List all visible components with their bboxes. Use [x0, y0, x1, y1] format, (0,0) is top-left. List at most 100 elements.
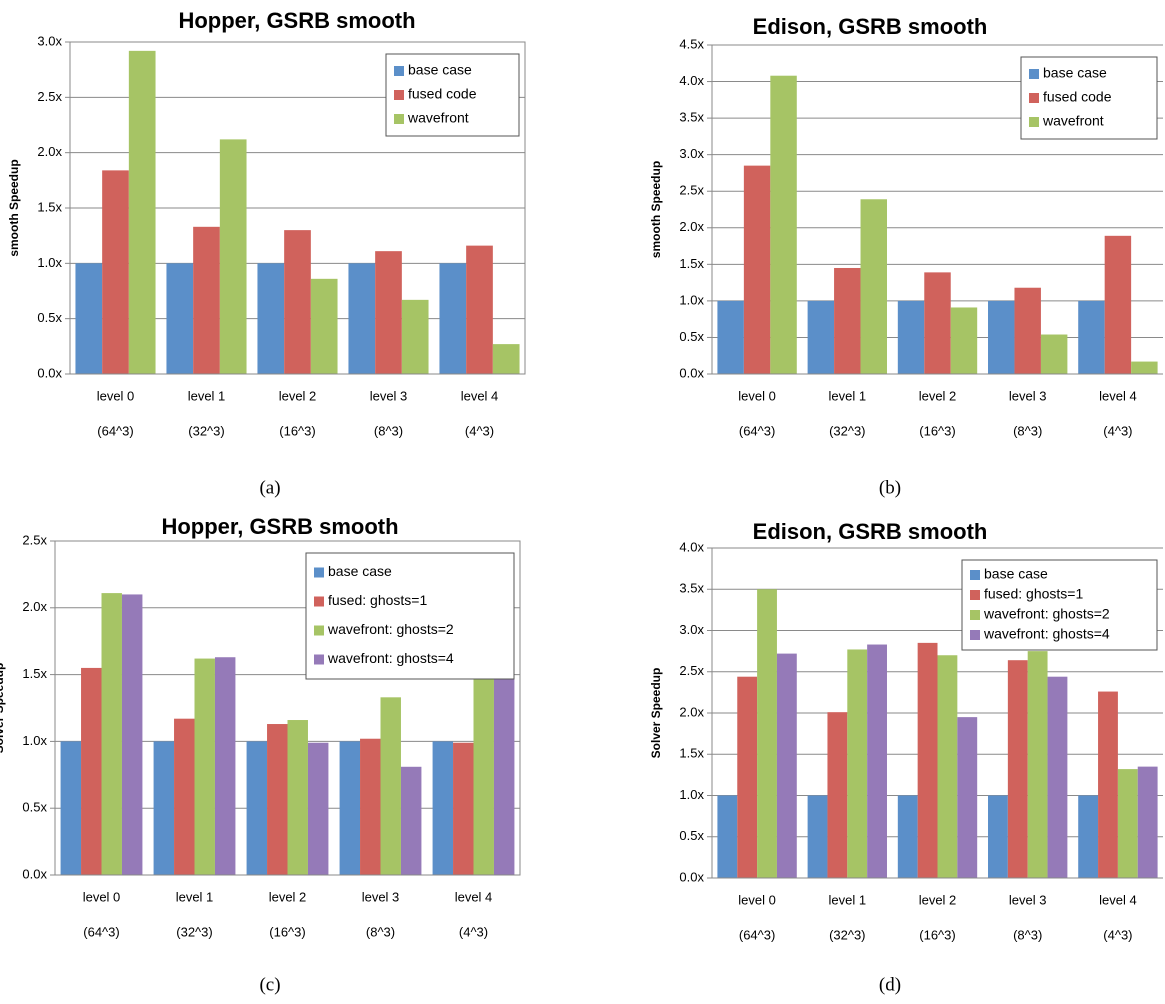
legend-swatch [394, 114, 404, 124]
bar [75, 263, 103, 374]
y-tick-label: 3.5x [679, 581, 704, 596]
legend: base case fused: ghosts=1 wavefront: ghost… [305, 552, 515, 680]
legend-label: base case [328, 563, 392, 579]
caption: (a) [259, 477, 280, 498]
x-tick-label: level 0 [738, 892, 776, 907]
y-tick-label: 3.0x [679, 146, 704, 161]
chart-panel: 0.0x 0.5x 1.0x 1.5x 2.0x 2.5x 3.0x 3.5x 4.0x 4.5x… [649, 14, 1163, 498]
bar [897, 795, 918, 878]
x-tick-label: level 1 [829, 388, 867, 403]
x-tick-label: level 0 [738, 388, 776, 403]
caption: (b) [879, 477, 901, 498]
bar [257, 263, 285, 374]
x-tick-label: level 2 [269, 889, 307, 904]
bar [988, 300, 1015, 374]
y-tick-label: 0.5x [679, 828, 704, 843]
y-axis-label: smooth Speedup [649, 161, 663, 258]
x-tick-label: level 0 [83, 889, 121, 904]
y-tick-label: 3.0x [679, 622, 704, 637]
y-tick-label: 4.0x [679, 539, 704, 554]
bar [988, 795, 1008, 878]
bar [380, 697, 401, 875]
y-tick-label: 2.5x [679, 663, 704, 678]
y-tick-label: 1.0x [679, 787, 704, 802]
bar [1027, 651, 1048, 878]
bar [1104, 235, 1132, 374]
bar [310, 278, 338, 374]
bar [1014, 287, 1041, 374]
x-tick-sublabel: (16^3) [269, 924, 305, 939]
bar [166, 263, 194, 374]
bar [439, 263, 467, 374]
x-tick-sublabel: (32^3) [829, 927, 865, 942]
chart-title: Hopper, GSRB smooth [161, 514, 398, 539]
x-tick-label: level 2 [919, 892, 957, 907]
bar [246, 741, 268, 875]
bar [847, 649, 868, 878]
x-tick-sublabel: (8^3) [366, 924, 395, 939]
bar [770, 75, 797, 374]
y-tick-label: 2.0x [22, 599, 47, 614]
x-tick-label: level 2 [919, 388, 957, 403]
legend-label: fused code [1043, 89, 1112, 105]
legend-swatch [970, 570, 980, 580]
legend-label: fused code [408, 86, 477, 102]
x-tick-sublabel: (4^3) [459, 924, 488, 939]
x-tick-sublabel: (8^3) [1013, 927, 1042, 942]
x-tick-sublabel: (32^3) [176, 924, 212, 939]
bar [174, 718, 195, 875]
x-tick-label: level 3 [1009, 388, 1047, 403]
x-tick-sublabel: (32^3) [188, 423, 224, 438]
x-tick-sublabel: (64^3) [739, 423, 775, 438]
y-tick-label: 2.5x [679, 183, 704, 198]
legend-swatch [970, 590, 980, 600]
bar [957, 717, 978, 878]
y-axis-label: smooth Speedup [7, 159, 21, 256]
bar [743, 165, 771, 374]
bar [757, 589, 777, 878]
bar [81, 667, 102, 875]
bar [492, 344, 520, 374]
legend-label: wavefront: ghosts=4 [983, 626, 1110, 642]
legend-swatch [970, 630, 980, 640]
bar [950, 307, 978, 374]
legend-swatch [1029, 69, 1039, 79]
bar [867, 644, 887, 878]
x-tick-label: level 1 [829, 892, 867, 907]
x-tick-label: level 4 [455, 889, 493, 904]
y-tick-label: 4.5x [679, 36, 704, 51]
x-tick-label: level 3 [1009, 892, 1047, 907]
x-tick-sublabel: (16^3) [919, 927, 955, 942]
bar [717, 300, 744, 374]
bar [284, 230, 311, 374]
y-tick-label: 1.0x [679, 292, 704, 307]
bar [1040, 334, 1068, 374]
bar [307, 742, 329, 875]
legend-swatch [1029, 117, 1039, 127]
bar [360, 738, 381, 875]
legend-swatch [314, 596, 324, 607]
legend-label: wavefront: ghosts=2 [983, 606, 1110, 622]
legend-label: base case [1043, 65, 1107, 81]
bar [1047, 676, 1068, 878]
x-tick-sublabel: (32^3) [829, 423, 865, 438]
legend-swatch [970, 610, 980, 620]
x-tick-label: level 1 [176, 889, 214, 904]
y-tick-label: 0.0x [679, 365, 704, 380]
bar [937, 655, 958, 878]
legend-box [961, 559, 1158, 651]
legend: base case fused code wavefront [1020, 56, 1158, 140]
x-tick-sublabel: (4^3) [465, 423, 494, 438]
legend-label: base case [408, 62, 472, 78]
bar [1137, 766, 1158, 878]
x-tick-sublabel: (16^3) [279, 423, 315, 438]
chart-title: Hopper, GSRB smooth [178, 8, 415, 33]
x-tick-label: level 2 [279, 388, 317, 403]
bar [917, 642, 938, 878]
y-tick-label: 1.0x [22, 733, 47, 748]
y-tick-label: 1.5x [37, 199, 62, 214]
bar [339, 741, 361, 875]
y-tick-label: 4.0x [679, 73, 704, 88]
y-tick-label: 0.5x [679, 329, 704, 344]
